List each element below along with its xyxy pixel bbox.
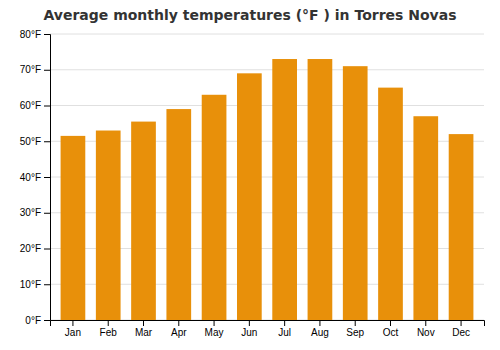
bar <box>61 136 86 320</box>
tick-label: Jul <box>278 327 291 338</box>
tick: Nov <box>417 320 435 338</box>
y-axis: 0°F 10°F 20°F 30°F 40°F 50°F 60°F 70°F 80°F <box>20 29 51 326</box>
tick-label: Nov <box>417 327 435 338</box>
bar <box>166 109 191 320</box>
tick-mark <box>44 177 50 178</box>
tick-mark <box>425 320 426 326</box>
tick-label: 0°F <box>25 315 41 326</box>
tick-label: 60°F <box>20 100 41 111</box>
grid-line <box>50 105 484 106</box>
tick-label: 80°F <box>20 29 41 40</box>
tick-mark <box>44 141 50 142</box>
tick-label: Feb <box>100 327 118 338</box>
plot-area: 0°F 10°F 20°F 30°F 40°F 50°F 60°F 70°F 80°F Jan Fe… <box>20 29 485 338</box>
bar <box>202 95 227 320</box>
tick: 0°F <box>25 315 50 326</box>
title: Average monthly temperatures (°F ) in To… <box>43 7 456 23</box>
tick-label: 70°F <box>20 64 41 75</box>
tick-mark <box>143 320 144 326</box>
bar <box>272 59 297 320</box>
x-axis: Jan Feb Mar Apr May Jun Jul Aug Sep Oct Nov Dec <box>51 320 485 338</box>
chart-container: 0°F 10°F 20°F 30°F 40°F 50°F 60°F 70°F 80°F Jan Fe… <box>0 0 500 350</box>
chart-svg: 0°F 10°F 20°F 30°F 40°F 50°F 60°F 70°F 80°F Jan Fe… <box>0 0 500 350</box>
tick-label: Aug <box>311 327 329 338</box>
tick: Jun <box>241 320 257 338</box>
tick-label: Mar <box>135 327 153 338</box>
tick-label: Oct <box>383 327 399 338</box>
bar <box>413 116 438 320</box>
tick-label: 50°F <box>20 136 41 147</box>
tick: 80°F <box>20 29 50 40</box>
tick-mark <box>44 70 50 71</box>
tick: 70°F <box>20 64 50 75</box>
tick: 30°F <box>20 207 50 218</box>
tick: 60°F <box>20 100 50 111</box>
tick-mark <box>72 320 73 326</box>
bar <box>131 122 156 320</box>
bar <box>343 66 368 320</box>
tick-mark <box>44 34 50 35</box>
tick-label: Apr <box>171 327 187 338</box>
tick: Jan <box>65 320 81 338</box>
grid-line <box>50 34 484 35</box>
tick-mark <box>284 320 285 326</box>
tick: May <box>205 320 224 338</box>
tick: 40°F <box>20 172 50 183</box>
bar <box>96 131 121 320</box>
axis-line <box>51 321 485 327</box>
grid <box>50 34 484 320</box>
tick: Oct <box>383 320 399 338</box>
bars <box>61 59 474 320</box>
tick: Aug <box>311 320 329 338</box>
tick-label: Jun <box>241 327 257 338</box>
bar <box>237 73 262 320</box>
tick-mark <box>44 249 50 250</box>
tick-mark <box>44 320 50 321</box>
tick: 20°F <box>20 243 50 254</box>
tick: 10°F <box>20 279 50 290</box>
tick-mark <box>355 320 356 326</box>
axis-line <box>44 35 51 321</box>
bar <box>308 59 333 320</box>
tick-label: 10°F <box>20 279 41 290</box>
tick-mark <box>390 320 391 326</box>
tick: Dec <box>452 320 470 338</box>
tick-mark <box>108 320 109 326</box>
tick-label: 20°F <box>20 243 41 254</box>
tick-label: Sep <box>346 327 364 338</box>
tick-label: Jan <box>65 327 81 338</box>
tick-mark <box>178 320 179 326</box>
tick-label: 40°F <box>20 172 41 183</box>
tick: Jul <box>278 320 291 338</box>
tick-mark <box>44 106 50 107</box>
tick: 50°F <box>20 136 50 147</box>
tick-label: Dec <box>452 327 470 338</box>
bar <box>449 134 474 320</box>
tick: Apr <box>171 320 187 338</box>
tick: Feb <box>100 320 118 338</box>
tick-label: May <box>205 327 224 338</box>
tick-mark <box>249 320 250 326</box>
tick-label: 30°F <box>20 207 41 218</box>
tick: Mar <box>135 320 153 338</box>
tick-mark <box>214 320 215 326</box>
bar <box>378 88 403 320</box>
tick: Sep <box>346 320 364 338</box>
tick-mark <box>44 284 50 285</box>
tick-mark <box>461 320 462 326</box>
tick-mark <box>44 213 50 214</box>
tick-mark <box>319 320 320 326</box>
grid-line <box>50 69 484 70</box>
